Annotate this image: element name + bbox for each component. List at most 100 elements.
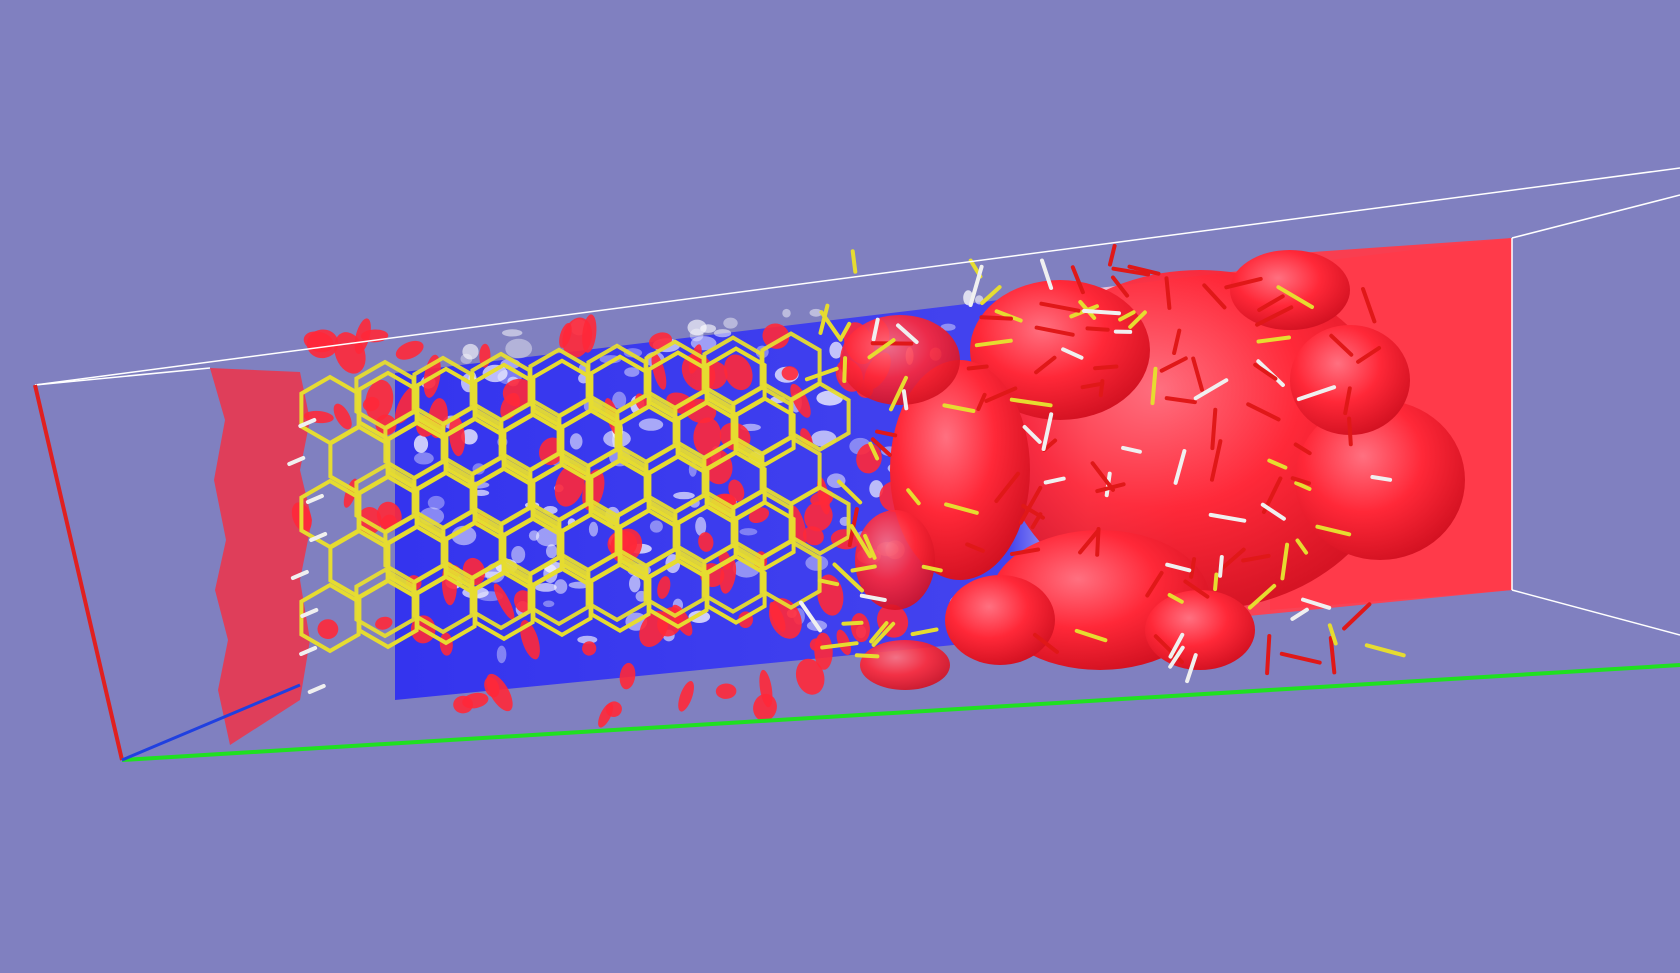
molecular-bond xyxy=(1030,512,1043,530)
molecular-bond xyxy=(1150,366,1158,406)
isosurface-fragment xyxy=(748,507,770,524)
molecular-bond xyxy=(832,562,864,593)
slice-speckle xyxy=(546,544,558,559)
molecular-bond xyxy=(1085,326,1110,332)
molecular-bond xyxy=(1210,439,1223,482)
silicon-ring xyxy=(760,539,822,610)
molecular-bond xyxy=(836,479,863,505)
slice-speckle xyxy=(427,495,445,510)
molecular-bond xyxy=(1329,333,1354,357)
molecular-bond xyxy=(1276,285,1314,309)
molecular-bond xyxy=(1108,243,1117,267)
isosurface-fragment xyxy=(836,629,852,655)
slice-speckle xyxy=(723,317,738,329)
slice-speckle xyxy=(577,635,598,644)
isosurface-fragment xyxy=(728,479,745,502)
slice-speckle xyxy=(673,491,695,500)
molecular-bond xyxy=(1241,553,1271,563)
molecular-bond xyxy=(968,264,984,307)
molecular-bond xyxy=(863,534,877,560)
hydrogen-bond xyxy=(290,570,309,580)
molecular-bond xyxy=(1260,502,1286,521)
isosurface-left-slab xyxy=(210,368,312,745)
surface-bonds xyxy=(287,243,1406,694)
molecular-bond xyxy=(1128,310,1147,329)
molecular-bond xyxy=(1039,301,1081,313)
isosurface-fragment xyxy=(493,583,515,620)
molecular-bond xyxy=(1253,362,1278,381)
isosurface-fragment xyxy=(769,601,786,632)
molecular-bond xyxy=(1295,538,1309,555)
isosurface-fragment xyxy=(802,526,824,546)
molecular-bond xyxy=(870,437,892,457)
molecular-bond xyxy=(1127,264,1161,276)
molecular-bond xyxy=(980,285,1002,305)
unit-cell xyxy=(34,167,1680,636)
molecular-bond xyxy=(850,564,877,573)
slice-speckle xyxy=(413,435,429,453)
molecular-bond xyxy=(1168,632,1185,659)
molecular-bond xyxy=(1018,485,1043,525)
isosurface-fragment xyxy=(724,354,753,391)
molecular-bond xyxy=(1145,570,1164,598)
slice-speckle xyxy=(805,555,829,571)
molecular-bond xyxy=(1040,258,1054,290)
isosurface-fragment xyxy=(795,658,825,695)
molecular-bond xyxy=(818,303,830,335)
molecular-bond xyxy=(1294,481,1312,491)
slice-speckle xyxy=(739,528,758,536)
isosurface-fragment xyxy=(678,681,694,712)
molecular-bond xyxy=(1218,555,1224,578)
isosurface-fragment xyxy=(582,641,597,656)
silicon-ring xyxy=(789,381,851,452)
slice-speckle xyxy=(511,546,526,564)
molecular-bond xyxy=(1301,597,1332,610)
molecular-bond xyxy=(1078,528,1101,555)
isosurface-fragment xyxy=(520,620,540,660)
molecular-bond xyxy=(1080,381,1105,390)
molecular-bond xyxy=(1290,476,1311,486)
slice-speckle xyxy=(687,319,707,336)
molecular-bond xyxy=(1009,397,1053,408)
slice-speckle xyxy=(588,521,599,537)
molecular-bond xyxy=(1343,386,1352,416)
slice-speckle xyxy=(940,323,956,331)
slice-speckle xyxy=(502,329,523,337)
molecular-bond xyxy=(1173,449,1187,485)
slice-speckle xyxy=(460,353,473,364)
hydrogen-bond xyxy=(299,646,318,656)
molecular-bond xyxy=(871,621,896,647)
isosurface-fragment xyxy=(619,662,636,690)
isosurface-fragment xyxy=(693,417,722,456)
molecular-bond xyxy=(1098,379,1105,398)
molecular-bond xyxy=(1246,402,1281,422)
molecular-bond xyxy=(849,524,873,559)
silicon-lattice xyxy=(299,331,851,654)
silicon-ring xyxy=(734,396,796,467)
molecular-bond xyxy=(869,621,889,644)
molecular-bond xyxy=(901,389,909,411)
slice-speckle xyxy=(482,364,508,383)
molecular-bond xyxy=(1093,364,1119,371)
molecular-bond xyxy=(1164,276,1172,310)
molecular-bond xyxy=(1361,287,1377,324)
isosurface-fragment xyxy=(582,314,597,353)
molecular-bond xyxy=(1247,583,1277,610)
molecular-bond xyxy=(1293,442,1312,456)
molecular-bond xyxy=(804,366,839,382)
molecular-bond xyxy=(1033,632,1059,654)
molecular-bond xyxy=(1342,602,1372,631)
molecular-bond xyxy=(906,488,921,506)
molecular-bond xyxy=(942,403,976,413)
slice-speckle xyxy=(829,341,843,359)
isosurface-fragment xyxy=(790,383,811,418)
slice-speckle xyxy=(638,418,664,431)
molecular-bond xyxy=(854,653,880,659)
molecular-bond xyxy=(1257,294,1285,312)
molecular-bond xyxy=(1256,335,1291,344)
molecular-bond xyxy=(1111,266,1151,277)
slice-speckle xyxy=(461,429,478,445)
isosurface-fragment xyxy=(486,673,513,712)
